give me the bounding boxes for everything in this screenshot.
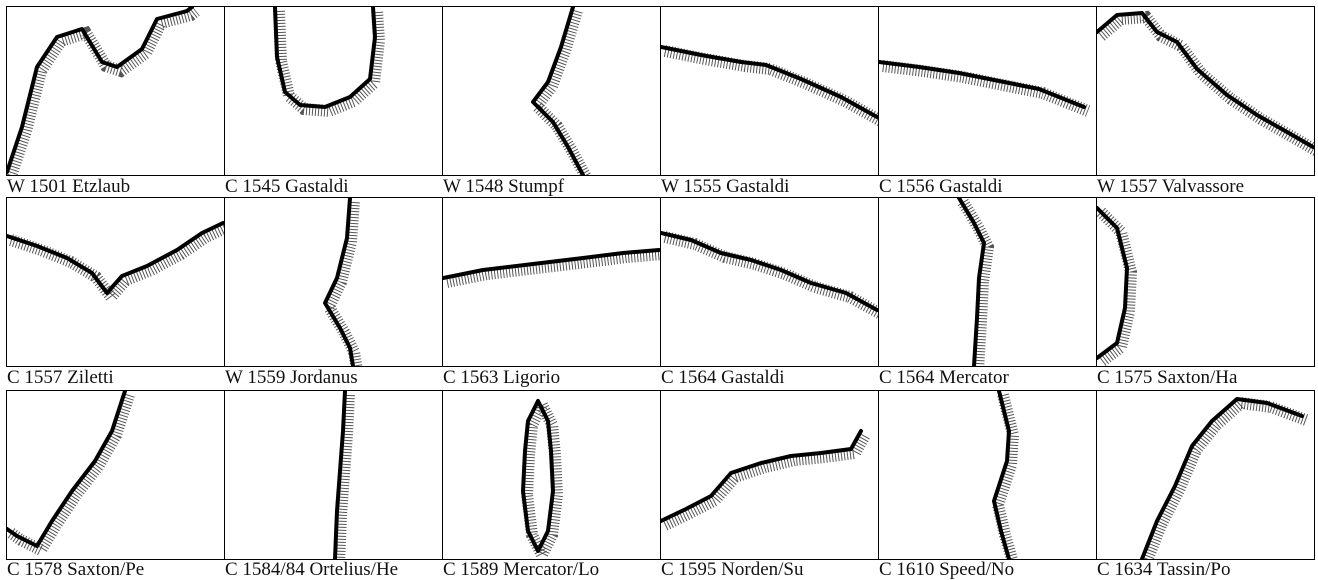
coastline-drawing — [529, 7, 592, 175]
map-detail-image — [660, 390, 879, 560]
caption: C 1578 Saxton/Pe — [7, 559, 145, 580]
coastline — [661, 429, 863, 523]
coastline-drawing — [879, 60, 1091, 117]
map-detail-image — [660, 197, 879, 367]
coastline — [957, 198, 986, 366]
caption: C 1563 Ligorio — [443, 367, 561, 388]
caption: C 1575 Saxton/Ha — [1097, 367, 1238, 388]
coastline — [531, 7, 585, 175]
coastline — [879, 60, 1086, 109]
coastline-drawing — [7, 7, 200, 175]
coastline — [1097, 11, 1314, 149]
coastline — [7, 7, 194, 174]
hatching — [445, 248, 660, 288]
caption: C 1564 Mercator — [879, 367, 1009, 388]
caption: W 1559 Jordanus — [225, 367, 358, 388]
hatching — [7, 7, 200, 175]
coastline — [661, 231, 878, 312]
caption: C 1557 Ziletti — [7, 367, 114, 388]
caption: W 1555 Gastaldi — [661, 176, 790, 197]
map-detail-image — [442, 390, 661, 560]
coastline — [273, 7, 377, 109]
map-detail-image — [660, 6, 879, 176]
map-detail-image — [878, 6, 1097, 176]
coastline-drawing — [661, 429, 871, 531]
coastline — [7, 221, 224, 295]
coastline-drawing — [991, 391, 1020, 559]
hatching — [663, 231, 878, 320]
coastline-drawing — [7, 391, 135, 558]
caption: W 1501 Etzlaub — [7, 176, 131, 197]
coastline — [521, 399, 555, 553]
coastline-drawing — [661, 45, 878, 127]
map-detail-image — [6, 390, 225, 560]
caption: C 1584/84 Ortelius/He — [225, 559, 399, 580]
caption: C 1610 Speed/No — [879, 559, 1015, 580]
coastline — [661, 45, 878, 119]
coastline-drawing — [1097, 206, 1138, 366]
hatching — [663, 45, 878, 127]
coastline-drawing — [520, 399, 564, 559]
caption: W 1548 Stumpf — [443, 176, 565, 197]
caption: C 1556 Gastaldi — [879, 176, 1003, 197]
map-detail-image — [1096, 390, 1315, 560]
caption: C 1634 Tassin/Po — [1097, 559, 1231, 580]
hatching — [273, 10, 386, 118]
map-detail-image — [442, 6, 661, 176]
coastline — [1097, 206, 1129, 360]
hatching — [529, 9, 592, 175]
coastline-drawing — [7, 221, 224, 307]
caption: C 1564 Gastaldi — [661, 367, 785, 388]
coastline — [323, 198, 355, 366]
hatching — [520, 402, 564, 559]
map-detail-image — [878, 197, 1097, 367]
hatching — [1141, 396, 1309, 559]
map-detail-image — [224, 197, 443, 367]
map-detail-image — [224, 390, 443, 560]
coastline-drawing — [322, 198, 363, 366]
hatching — [9, 221, 224, 307]
coastline — [992, 391, 1011, 559]
coastline — [7, 391, 127, 548]
coastline — [443, 248, 660, 280]
caption: W 1557 Valvassore — [1097, 176, 1245, 197]
map-detail-image — [878, 390, 1097, 560]
map-detail-image — [224, 6, 443, 176]
coastline — [1140, 397, 1304, 559]
coastline-drawing — [957, 198, 995, 366]
hatching — [7, 393, 135, 558]
caption: C 1545 Gastaldi — [225, 176, 349, 197]
hatching — [662, 432, 871, 531]
map-detail-image — [6, 6, 225, 176]
map-detail-image — [6, 197, 225, 367]
caption: C 1589 Mercator/Lo — [443, 559, 600, 580]
map-detail-image — [1096, 197, 1315, 367]
map-detail-image — [442, 197, 661, 367]
coastline-drawing — [273, 7, 386, 118]
map-detail-image — [1096, 6, 1315, 176]
coastline-drawing — [661, 231, 878, 320]
coastline — [333, 391, 347, 559]
coastline-drawing — [333, 391, 355, 559]
coastline-drawing — [1097, 10, 1314, 157]
coastline-drawing — [1140, 396, 1309, 559]
coastline-drawing — [443, 248, 660, 288]
caption: C 1595 Norden/Su — [661, 559, 804, 580]
hatching — [882, 60, 1091, 117]
